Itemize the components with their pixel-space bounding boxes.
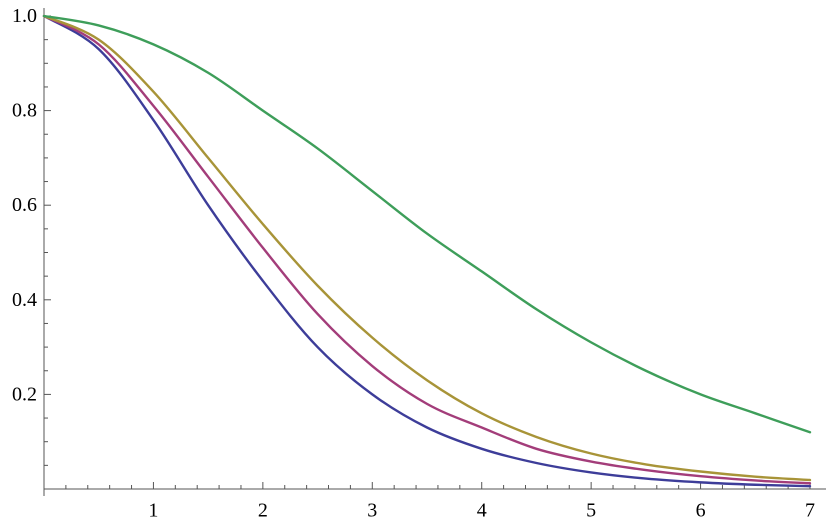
x-tick-label: 2 — [258, 500, 268, 522]
x-tick-label: 5 — [586, 500, 596, 522]
x-tick-label: 3 — [367, 500, 377, 522]
x-tick-label: 1 — [148, 500, 158, 522]
y-tick-label: 1.0 — [12, 5, 37, 27]
y-tick-label: 0.4 — [12, 289, 37, 311]
series-layer — [42, 14, 812, 488]
series-line-3 — [42, 14, 812, 482]
y-tick-label: 0.6 — [12, 194, 37, 216]
y-tick-label: 0.2 — [12, 383, 37, 405]
x-tick-label: 7 — [805, 500, 815, 522]
x-tick-label: 4 — [477, 500, 487, 522]
series-line-4 — [42, 14, 812, 434]
x-tick-label: 6 — [696, 500, 706, 522]
series-line-2 — [42, 14, 812, 485]
y-tick-label: 0.8 — [12, 100, 37, 122]
axes: 1 2 3 4 5 6 7 0.2 0.4 0.6 0.8 1.0 — [12, 5, 826, 522]
series-line-1 — [42, 14, 812, 488]
